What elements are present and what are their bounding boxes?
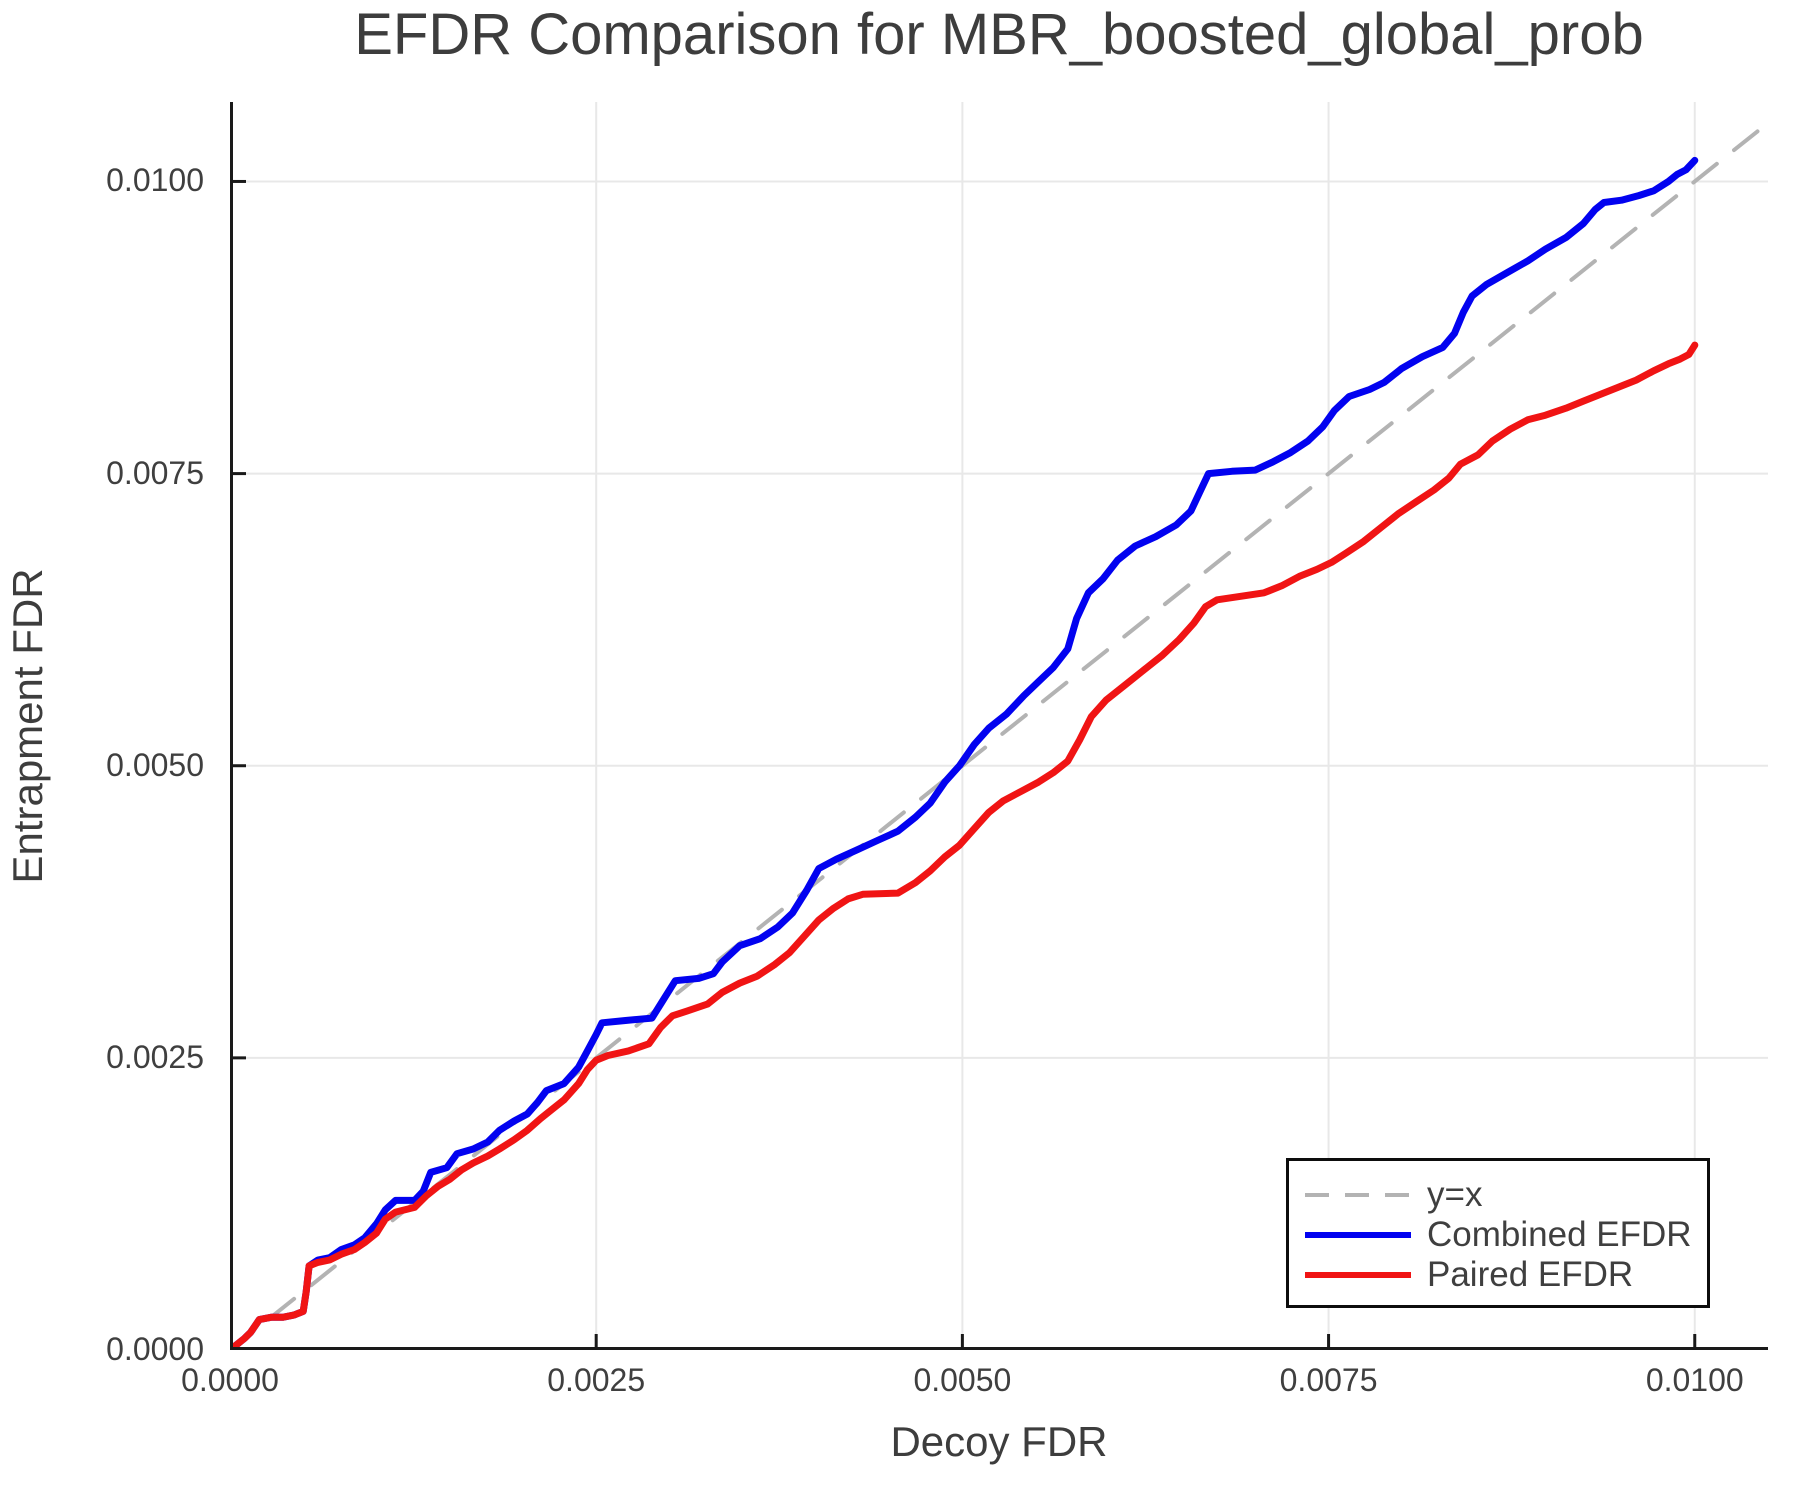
x-tick-label: 0.0100: [1645, 1362, 1744, 1398]
legend: y=x Combined EFDR Paired EFDR: [1286, 1158, 1710, 1308]
legend-label-combined: Combined EFDR: [1427, 1215, 1692, 1254]
combined-efdr-swatch: [1305, 1232, 1411, 1238]
legend-item-paired: Paired EFDR: [1305, 1255, 1707, 1295]
paired-efdr-line: [230, 341, 1699, 1350]
plot-canvas: [230, 102, 1768, 1350]
x-tick-label: 0.0050: [913, 1362, 1012, 1398]
x-axis-label: Decoy FDR: [890, 1418, 1108, 1465]
x-tick-label: 0.0000: [181, 1362, 279, 1398]
x-tick-label: 0.0075: [1279, 1362, 1378, 1398]
paired-efdr-swatch: [1305, 1272, 1411, 1278]
y-axis-label: Entrapment FDR: [4, 568, 51, 884]
legend-item-identity: y=x: [1305, 1175, 1707, 1215]
y-tick-label: 0.0000: [106, 1331, 204, 1367]
chart-title: EFDR Comparison for MBR_boosted_global_p…: [354, 2, 1644, 67]
plot-area: y=x Combined EFDR Paired EFDR: [230, 102, 1768, 1350]
combined-efdr-line: [230, 156, 1699, 1350]
y-tick-label: 0.0050: [106, 746, 204, 783]
identity-line-swatch: [1305, 1193, 1411, 1197]
y-tick-label: 0.0075: [106, 454, 204, 491]
x-tick-label: 0.0025: [547, 1362, 646, 1398]
legend-label-identity: y=x: [1427, 1175, 1483, 1214]
legend-label-paired: Paired EFDR: [1427, 1255, 1634, 1294]
legend-item-combined: Combined EFDR: [1305, 1215, 1707, 1255]
y-tick-label: 0.0100: [106, 162, 204, 199]
y-tick-label: 0.0025: [106, 1038, 204, 1075]
